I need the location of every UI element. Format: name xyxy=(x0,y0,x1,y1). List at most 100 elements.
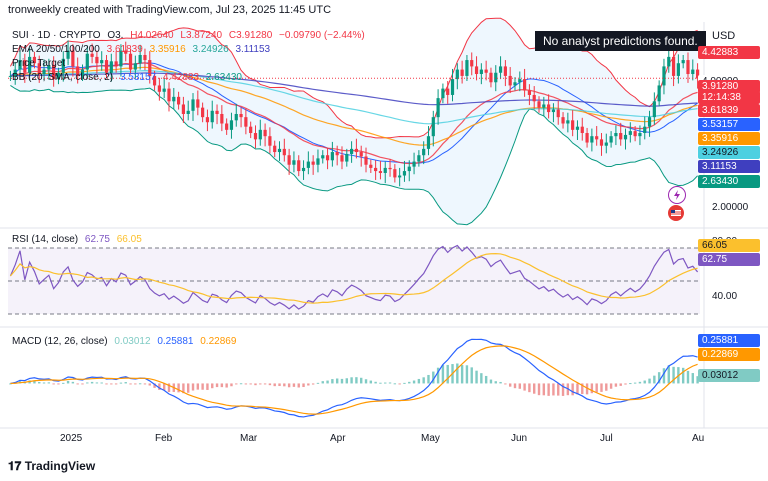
candle-body xyxy=(426,136,431,149)
tradingview-logo[interactable]: 𝟏𝟕 TradingView xyxy=(8,459,95,474)
currency-label[interactable]: USD xyxy=(712,30,736,42)
macd-histogram-bar xyxy=(590,383,594,394)
candle-body xyxy=(614,133,618,137)
macd-histogram-bar xyxy=(33,380,36,384)
macd-histogram-bar xyxy=(177,383,180,393)
macd-histogram-bar xyxy=(456,363,459,384)
x-label-aug: Au xyxy=(692,433,705,444)
macd-tag-signal: 0.22869 xyxy=(698,348,760,361)
candle-body xyxy=(479,69,483,75)
macd-histogram-bar xyxy=(436,367,440,384)
candle-body xyxy=(76,66,80,76)
price-tag-ema200: 3.11153 xyxy=(698,160,760,173)
tv-brand-text: TradingView xyxy=(24,459,96,473)
legend-macd[interactable]: MACD (12, 26, close) 0.03012 0.25881 0.2… xyxy=(12,336,240,347)
candle-body xyxy=(316,158,320,165)
candle-body xyxy=(417,155,421,162)
macd-histogram-bar xyxy=(417,378,421,384)
macd-tag-hist: 0.03012 xyxy=(698,369,760,382)
legend-rsi[interactable]: RSI (14, close) 62.75 66.05 xyxy=(12,234,146,245)
candle-body xyxy=(378,171,383,173)
macd-histogram-bar xyxy=(547,383,550,396)
lightning-icon[interactable] xyxy=(668,186,686,204)
candle-body xyxy=(239,113,243,118)
macd-histogram-bar xyxy=(480,373,483,384)
rsi-tag-ma: 66.05 xyxy=(698,239,760,252)
rsi-tag-value: 62.75 xyxy=(698,253,760,266)
candle-body xyxy=(196,99,200,108)
candle-body xyxy=(109,61,113,73)
macd-histogram-bar xyxy=(71,381,75,384)
macd-histogram-bar xyxy=(201,383,204,390)
macd-histogram-bar xyxy=(422,377,425,384)
macd-histogram-bar xyxy=(47,382,51,384)
legend-symbol[interactable]: SUI · 1D · CRYPTO xyxy=(12,30,101,41)
candle-body xyxy=(37,63,41,75)
legend-bb[interactable]: BB (20, SMA, close, 2) 3.53157 4.42883 2… xyxy=(12,72,246,83)
macd-histogram-bar xyxy=(311,383,315,385)
candle-body xyxy=(369,164,373,168)
macd-histogram-bar xyxy=(268,383,272,386)
legend-bb-upper: 4.42883 xyxy=(162,72,200,83)
macd-histogram-bar xyxy=(167,383,171,392)
candle-body xyxy=(47,65,51,70)
macd-histogram-bar xyxy=(316,382,320,384)
candle-body xyxy=(436,98,440,118)
flag-icon[interactable] xyxy=(668,205,684,221)
candle-body xyxy=(691,69,695,75)
candle-body xyxy=(580,126,584,134)
macd-histogram-bar xyxy=(576,383,579,395)
candle-body xyxy=(412,161,416,167)
macd-histogram-bar xyxy=(403,382,406,384)
candle-body xyxy=(556,109,560,118)
candle-body xyxy=(484,69,488,73)
candle-body xyxy=(508,75,512,86)
macd-histogram-bar xyxy=(254,383,257,386)
macd-histogram-bar xyxy=(614,383,618,387)
candle-body xyxy=(571,120,575,130)
macd-histogram-bar xyxy=(470,367,473,384)
candle-body xyxy=(470,60,474,67)
macd-histogram-bar xyxy=(662,368,666,384)
candle-body xyxy=(503,66,507,76)
macd-histogram-bar xyxy=(408,381,411,384)
legend-ema-20: 3.61839 xyxy=(106,44,143,55)
candle-body xyxy=(124,50,128,54)
macd-histogram-bar xyxy=(475,370,478,384)
macd-histogram-bar xyxy=(643,380,646,384)
legend-price: SUI · 1D · CRYPTO O3. H4.02640 L3.87240 … xyxy=(12,30,369,41)
candle-body xyxy=(128,53,133,70)
candle-body xyxy=(114,61,118,67)
macd-histogram-bar xyxy=(100,382,103,384)
bollinger-band-fill xyxy=(10,18,698,225)
legend-ema[interactable]: EMA 20/50/100/200 3.61839 3.35916 3.2492… xyxy=(12,44,274,55)
macd-histogram-bar xyxy=(239,383,243,385)
candle-body xyxy=(551,109,556,113)
candle-body xyxy=(609,136,613,143)
macd-histogram-bar xyxy=(648,378,651,384)
candle-body xyxy=(148,60,152,76)
legend-bb-lower: 2.63430 xyxy=(205,72,242,83)
macd-tag-line: 0.25881 xyxy=(698,334,760,347)
macd-histogram-bar xyxy=(629,383,632,385)
legend-open: O3. xyxy=(107,30,124,41)
candle-body xyxy=(628,131,632,135)
candle-body xyxy=(215,110,219,114)
macd-histogram-bar xyxy=(561,383,565,396)
macd-histogram-bar xyxy=(681,367,685,384)
candle-body xyxy=(393,169,397,178)
candle-body xyxy=(61,58,65,73)
macd-histogram-bar xyxy=(105,383,108,385)
candle-body xyxy=(590,136,594,143)
macd-histogram-bar xyxy=(119,382,123,384)
macd-histogram-bar xyxy=(153,383,156,388)
analyst-notice: No analyst predictions found. xyxy=(535,31,706,51)
macd-histogram-bar xyxy=(432,371,435,384)
candle-body xyxy=(138,54,142,64)
candle-body xyxy=(330,152,334,161)
macd-histogram-bar xyxy=(638,381,642,384)
ema-50-line xyxy=(10,66,698,146)
candle-body xyxy=(66,50,70,59)
legend-price-target[interactable]: Price Target xyxy=(12,58,66,69)
